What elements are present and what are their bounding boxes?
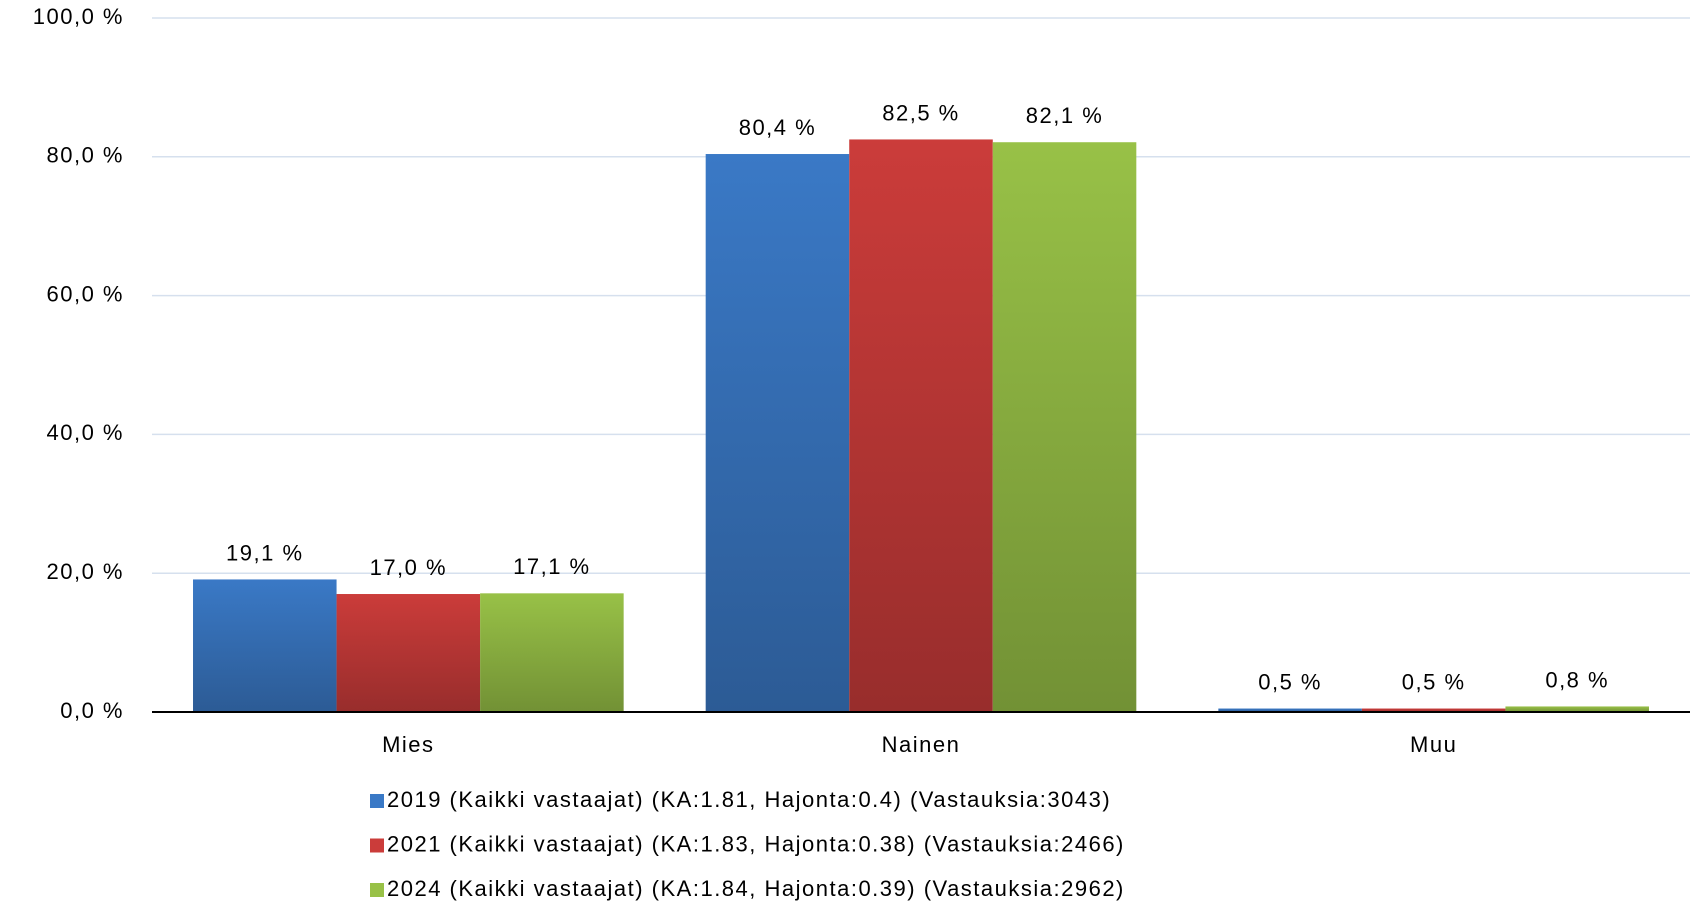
value-label: 17,0 %	[370, 555, 448, 580]
value-label: 82,5 %	[882, 100, 960, 125]
value-label: 80,4 %	[739, 115, 817, 140]
legend-label: 2024 (Kaikki vastaajat) (KA:1.84, Hajont…	[387, 876, 1125, 901]
value-label: 19,1 %	[226, 540, 304, 565]
value-label: 17,1 %	[513, 554, 591, 579]
y-tick-label: 100,0 %	[33, 4, 124, 29]
bar	[849, 139, 993, 712]
bar	[1218, 708, 1362, 712]
bar	[1361, 708, 1506, 712]
bar	[193, 579, 337, 712]
y-tick-label: 40,0 %	[47, 420, 125, 445]
value-label: 0,5 %	[1402, 669, 1466, 694]
legend-marker	[370, 794, 384, 808]
x-tick-label: Muu	[1410, 732, 1457, 757]
y-tick-label: 20,0 %	[47, 559, 125, 584]
bar	[1505, 706, 1649, 712]
bar	[705, 154, 850, 713]
y-tick-label: 80,0 %	[47, 143, 125, 168]
legend-marker	[370, 883, 384, 897]
legend-marker	[370, 838, 384, 853]
legend-label: 2019 (Kaikki vastaajat) (KA:1.81, Hajont…	[387, 787, 1111, 812]
y-tick-label: 60,0 %	[47, 281, 125, 306]
x-tick-label: Mies	[382, 732, 434, 757]
x-tick-label: Nainen	[882, 732, 961, 757]
bar	[992, 142, 1137, 712]
value-label: 0,8 %	[1545, 667, 1609, 692]
legend-label: 2021 (Kaikki vastaajat) (KA:1.83, Hajont…	[387, 831, 1125, 856]
y-tick-label: 0,0 %	[60, 698, 124, 723]
bar	[336, 594, 481, 712]
value-label: 82,1 %	[1026, 103, 1104, 128]
value-label: 0,5 %	[1258, 669, 1322, 694]
bar	[480, 593, 624, 712]
